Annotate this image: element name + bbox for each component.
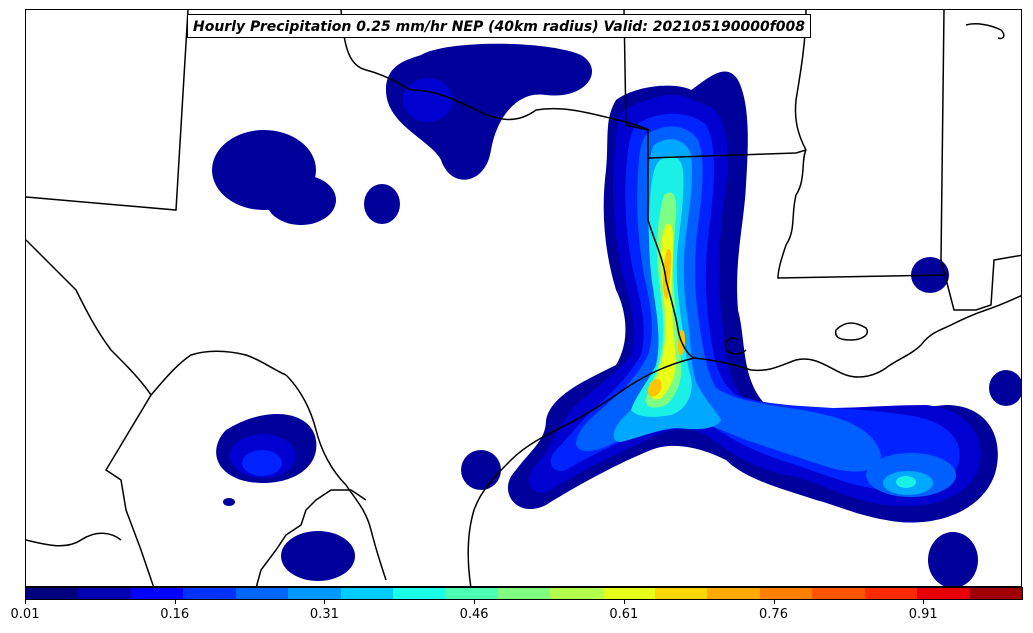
colorbar-swatch — [235, 588, 289, 599]
colorbar-swatch — [707, 588, 760, 599]
colorbar-swatch — [655, 588, 708, 599]
colorbar-tick — [623, 600, 625, 604]
colorbar-tick — [174, 600, 176, 604]
colorbar-swatch — [759, 588, 813, 599]
colorbar-swatch — [130, 588, 184, 599]
colorbar-swatch — [864, 588, 918, 599]
colorbar-swatch — [969, 588, 1023, 599]
colorbar-tick-label: 0.46 — [459, 607, 489, 622]
map-borders — [26, 10, 1021, 586]
colorbar-swatch — [26, 588, 79, 599]
colorbar-swatch — [445, 588, 498, 599]
colorbar-tick — [25, 600, 26, 604]
colorbar-tick — [324, 600, 326, 604]
colorbar-tick — [773, 600, 775, 604]
precipitation-map — [26, 10, 1021, 586]
colorbar-swatch — [550, 588, 603, 599]
colorbar-tick-label: 0.91 — [908, 607, 938, 622]
colorbar-tick-label: 0.31 — [309, 607, 339, 622]
colorbar-swatch — [602, 588, 656, 599]
colorbar-tick-label: 0.16 — [160, 607, 190, 622]
colorbar-swatch — [812, 588, 865, 599]
colorbar-tick-label: 0.61 — [609, 607, 639, 622]
colorbar — [25, 587, 1023, 600]
colorbar-swatch — [392, 588, 446, 599]
colorbar-tick — [923, 600, 925, 604]
colorbar-swatch — [340, 588, 393, 599]
colorbar-swatch — [917, 588, 970, 599]
colorbar-tick-label: 0.76 — [759, 607, 788, 622]
colorbar-swatch — [78, 588, 131, 599]
colorbar-tick — [474, 600, 476, 604]
map-frame — [25, 9, 1022, 587]
map-title: Hourly Precipitation 0.25 mm/hr NEP (40k… — [187, 14, 812, 38]
colorbar-swatch — [183, 588, 236, 599]
colorbar-swatch — [497, 588, 551, 599]
colorbar-swatch — [288, 588, 341, 599]
colorbar-tick-label: 0.01 — [10, 607, 40, 622]
